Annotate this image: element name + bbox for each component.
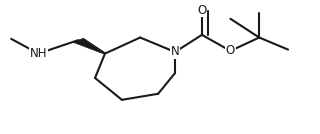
Text: N: N (171, 45, 180, 59)
Text: O: O (226, 44, 235, 57)
Text: O: O (197, 3, 206, 17)
Polygon shape (73, 38, 106, 54)
Text: NH: NH (30, 47, 47, 60)
